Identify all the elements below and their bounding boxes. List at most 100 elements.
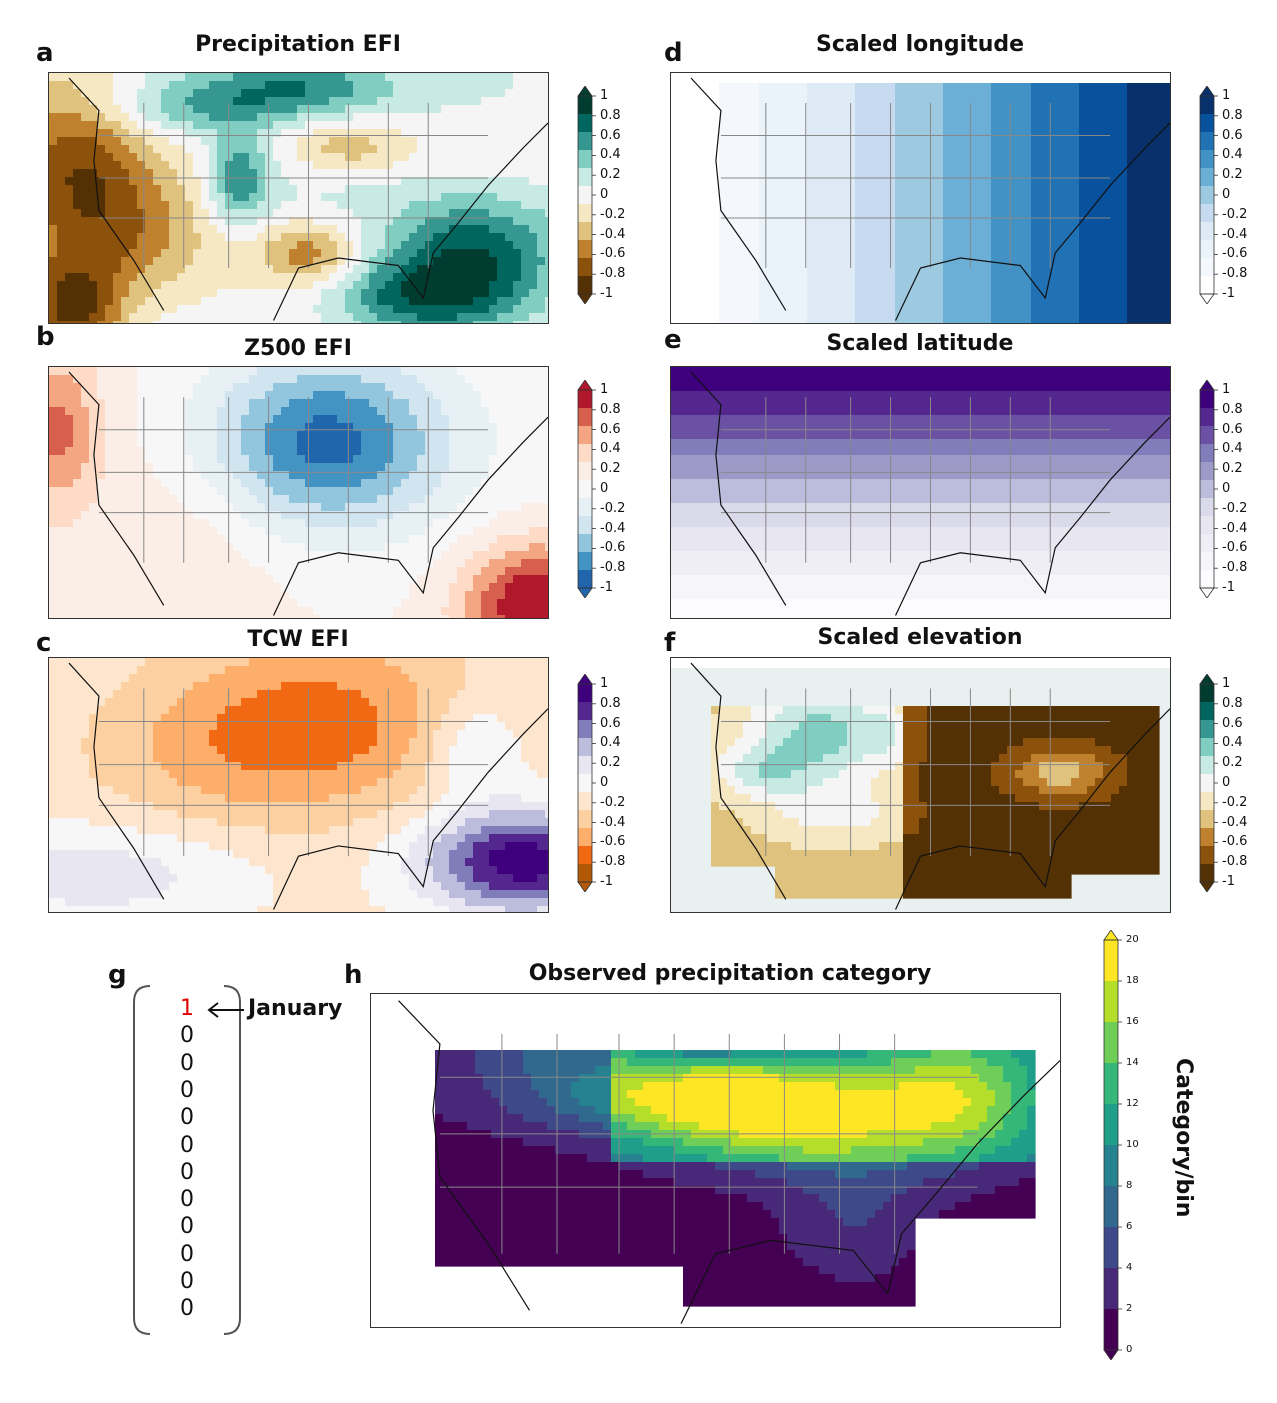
colorbar-max-arrow (577, 86, 593, 97)
coastline (690, 662, 1170, 910)
colorbar-segment (1200, 480, 1214, 499)
colorbar-segment (1200, 684, 1214, 703)
colorbar-tick-label: -0.4 (600, 226, 626, 242)
month-vector-value: 0 (180, 1269, 194, 1294)
panel-title-b: Z500 EFI (244, 336, 352, 361)
coastline (690, 77, 1170, 321)
colorbar-segment (1200, 570, 1214, 589)
colorbar-tick-label: 0.2 (600, 755, 621, 771)
colorbar-segment (578, 426, 592, 445)
colorbar-tick-label: -1 (600, 580, 613, 595)
colorbar-tick-label: 0.6 (600, 715, 621, 731)
colorbar-segment (1104, 940, 1118, 982)
colorbar-tick-label: -0.8 (1222, 266, 1248, 282)
colorbar-tick-label: 0.6 (1222, 715, 1243, 731)
colorbar-tick-label: 4 (1126, 1262, 1133, 1273)
month-vector-value: 0 (180, 1241, 194, 1267)
arrow-left-icon (207, 1002, 244, 1018)
colorbar-tick-label: 1 (600, 382, 609, 397)
map-canvas (371, 994, 1060, 1327)
month-vector-value: 1 (180, 996, 194, 1021)
colorbar-tick-label: 0.6 (1222, 421, 1243, 437)
colorbar-segment (1104, 1186, 1118, 1228)
colorbar-tick-label: -0.2 (1222, 794, 1248, 810)
colorbar-segment (1200, 96, 1214, 115)
colorbar-tick-label: 0.4 (1222, 147, 1243, 163)
colorbar-tick-label: -0.6 (1222, 834, 1248, 850)
colorbar-segment (1200, 132, 1214, 151)
colorbar-segment (578, 792, 592, 811)
panel-title-h: Observed precipitation category (528, 961, 932, 986)
colorbar-tick-label: 0 (600, 187, 609, 202)
colorbar-tick-label: 0.2 (1222, 755, 1243, 771)
colorbar-label-category-bin: Category/bin (1171, 1058, 1196, 1218)
colorbar-segment (1200, 846, 1214, 865)
colorbar-segment (578, 534, 592, 553)
colorbar-segment (1200, 498, 1214, 517)
map-z500-efi (48, 366, 549, 619)
colorbar-tick-label: -0.2 (600, 794, 626, 810)
colorbar-segment (1104, 1104, 1118, 1146)
colorbar-tick-label: 10 (1126, 1139, 1139, 1150)
coastline (68, 371, 548, 616)
colorbar-segment (578, 390, 592, 409)
colorbar-tick-label: 0 (600, 775, 609, 790)
month-vector-value: 0 (180, 1105, 194, 1131)
state-borders (98, 103, 489, 268)
colorbar-tick-label: 0.6 (600, 421, 621, 437)
state-borders (439, 1033, 978, 1254)
colorbar-tick-label: 0.6 (1222, 127, 1243, 143)
vector-brackets (133, 985, 241, 1335)
colorbar-precipitation-efi: 1 0.8 0.6 0.4 0.2 0 -0.2 -0.4 -0.6 -0.8 -1 (576, 86, 636, 304)
colorbar-z500-efi: 1 0.8 0.6 0.4 0.2 0 -0.2 -0.4 -0.6 -0.8 -1 (576, 380, 636, 598)
colorbar-segment (1104, 1268, 1118, 1310)
colorbar-tick-label: -0.8 (1222, 854, 1248, 870)
month-vector-value: 0 (180, 1077, 194, 1103)
colorbar-scaled-latitude: 1 0.8 0.6 0.4 0.2 0 -0.2 -0.4 -0.6 -0.8 -1 (1198, 380, 1258, 598)
colorbar-tick-label: -0.4 (1222, 226, 1248, 242)
colorbar-tick-label: 0 (600, 481, 609, 496)
colorbar-segment (1200, 258, 1214, 277)
colorbar-tick-label: 1 (600, 88, 609, 103)
month-vector-value: 0 (180, 1159, 194, 1185)
colorbar-scaled-elevation: 1 0.8 0.6 0.4 0.2 0 -0.2 -0.4 -0.6 -0.8 -1 (1198, 674, 1258, 892)
colorbar-min-arrow (577, 293, 593, 304)
colorbar-max-arrow (1103, 930, 1119, 941)
colorbar-tick-label: 0.4 (600, 441, 621, 457)
colorbar-tick-label: -1 (1222, 286, 1235, 301)
colorbar-tick-label: -0.2 (600, 500, 626, 516)
colorbar-segment (1200, 534, 1214, 553)
colorbar-segment (578, 684, 592, 703)
map-scaled-latitude (670, 366, 1171, 619)
month-vector-value: 0 (180, 1214, 194, 1240)
colorbar-segment (578, 186, 592, 205)
panel-title-d: Scaled longitude (815, 32, 1025, 57)
colorbar-tick-label: -0.8 (1222, 560, 1248, 576)
colorbar-tick-label: -0.8 (600, 266, 626, 282)
colorbar-tick-label: 18 (1126, 975, 1139, 986)
colorbar-tick-label: -0.6 (1222, 540, 1248, 556)
colorbar-segment (578, 720, 592, 739)
colorbar-tick-label: -0.6 (600, 540, 626, 556)
colorbar-segment (1200, 426, 1214, 445)
colorbar-segment (578, 480, 592, 499)
colorbar-min-arrow (1103, 1349, 1119, 1360)
colorbar-tick-label: 1 (1222, 382, 1231, 397)
colorbar-tick-label: 0.8 (1222, 107, 1243, 123)
map-canvas (671, 367, 1170, 618)
state-borders (98, 397, 489, 563)
colorbar-tick-label: -1 (600, 286, 613, 301)
colorbar-tick-label: 0.8 (600, 401, 621, 417)
colorbar-tick-label: 1 (600, 676, 609, 691)
colorbar-segment (1200, 408, 1214, 427)
panel-title-f: Scaled elevation (817, 625, 1023, 650)
colorbar-segment (1200, 168, 1214, 187)
colorbar-tick-label: 16 (1126, 1016, 1139, 1027)
colorbar-tick-label: 0.8 (1222, 401, 1243, 417)
map-canvas (671, 73, 1170, 323)
colorbar-segment (1104, 1022, 1118, 1064)
colorbar-segment (1200, 276, 1214, 295)
map-canvas (49, 658, 548, 912)
map-scaled-longitude (670, 72, 1171, 324)
colorbar-tick-label: 0.2 (600, 461, 621, 477)
